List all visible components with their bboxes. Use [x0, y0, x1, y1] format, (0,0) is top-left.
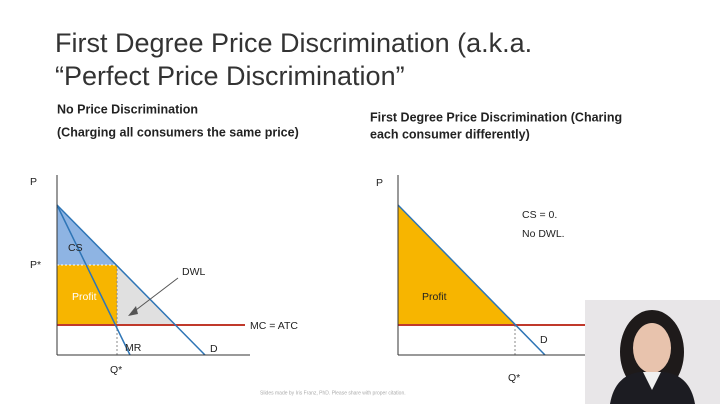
collar [643, 372, 661, 390]
profit-area [57, 265, 117, 325]
label: CS = 0. [522, 209, 557, 221]
label: D [210, 343, 218, 355]
webcam [585, 300, 720, 404]
label: D [540, 334, 548, 346]
label: DWL [182, 266, 205, 278]
mr-line [56, 204, 131, 356]
label: CS [68, 242, 83, 254]
title-line: “Perfect Price Discrimination” [55, 61, 405, 91]
arrow-head [128, 306, 138, 316]
label: No DWL. [522, 228, 565, 240]
demand-line [56, 204, 206, 356]
face [633, 323, 671, 373]
label: Profit [72, 291, 97, 303]
label: P* [30, 259, 41, 271]
title-line: First Degree Price Discrimination (a.k.a… [55, 28, 532, 58]
label: Profit [422, 291, 447, 303]
label: Q* [508, 372, 520, 384]
heading: each consumer differently) [370, 127, 530, 141]
heading: (Charging all consumers the same price) [57, 125, 299, 139]
right-diagram: P CS = 0. No DWL. Profit D Q* [376, 175, 585, 384]
demand-line [397, 204, 546, 356]
arrow [131, 277, 179, 314]
heading: First Degree Price Discrimination (Chari… [370, 110, 622, 124]
label: P [30, 176, 37, 188]
left-diagram: P P* CS Profit DWL MC = ATC MR D Q* [30, 175, 298, 376]
heading: No Price Discrimination [57, 102, 198, 116]
label: MC = ATC [250, 320, 298, 332]
label: MR [125, 342, 142, 354]
label: P [376, 177, 383, 189]
label: Q* [110, 364, 122, 376]
footer: Slides made by Iris Franz, PhD. Please s… [260, 390, 406, 396]
